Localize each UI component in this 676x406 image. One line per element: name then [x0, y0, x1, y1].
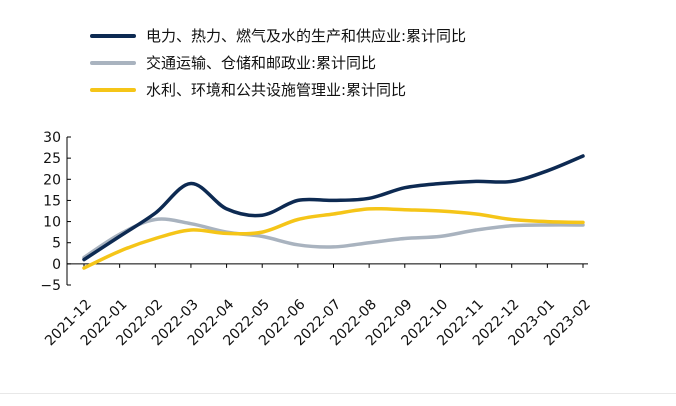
y-tick-label: 30 — [43, 130, 61, 146]
legend-label-electricity: 电力、热力、燃气及水的生产和供应业:累计同比 — [146, 27, 467, 45]
legend-item-transport: 交通运输、仓储和邮政业:累计同比 — [90, 49, 466, 76]
legend-swatch-transport — [90, 60, 136, 65]
legend-item-electricity: 电力、热力、燃气及水的生产和供应业:累计同比 — [90, 22, 466, 49]
legend-item-water: 水利、环境和公共设施管理业:累计同比 — [90, 76, 466, 103]
y-tick-label: 10 — [43, 215, 61, 231]
y-tick-label: −5 — [40, 278, 61, 294]
series-line-transport — [82, 217, 585, 260]
series-line-electricity — [82, 154, 585, 262]
chart-legend: 电力、热力、燃气及水的生产和供应业:累计同比 交通运输、仓储和邮政业:累计同比 … — [90, 22, 466, 103]
y-tick-label: 5 — [52, 236, 61, 252]
legend-swatch-electricity — [90, 33, 136, 38]
legend-swatch-water — [90, 87, 136, 92]
y-tick-label: 25 — [43, 151, 61, 167]
y-tick-label: 15 — [43, 193, 61, 209]
legend-label-water: 水利、环境和公共设施管理业:累计同比 — [146, 81, 407, 99]
y-tick-label: 0 — [52, 257, 61, 273]
y-tick-label: 20 — [43, 172, 61, 188]
series-line-water — [82, 206, 585, 270]
legend-label-transport: 交通运输、仓储和邮政业:累计同比 — [146, 54, 377, 72]
bottom-divider — [0, 393, 676, 394]
